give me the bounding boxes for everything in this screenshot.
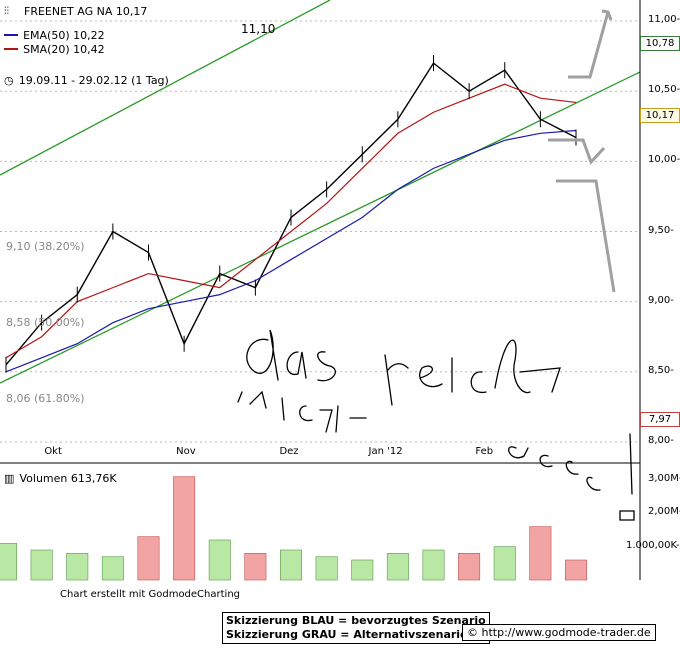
volume-bar bbox=[565, 559, 587, 581]
volume-bar bbox=[351, 559, 374, 581]
app-icon: ⫶⫶ bbox=[4, 6, 9, 17]
price-marker-high-text: 10,78 bbox=[645, 38, 675, 49]
top-mark-label: 11,10 bbox=[241, 22, 276, 36]
handwriting-stroke bbox=[470, 371, 487, 393]
handwriting-stroke bbox=[419, 365, 443, 388]
channel-lower-line bbox=[0, 71, 641, 384]
handwriting-stroke bbox=[619, 510, 635, 521]
sma-line bbox=[5, 83, 577, 359]
handwriting-stroke bbox=[629, 433, 633, 495]
handwriting-stroke bbox=[384, 354, 409, 406]
volume-tick-label: 3,00M- bbox=[648, 473, 680, 484]
volume-bar bbox=[66, 553, 89, 581]
date-range-text: 19.09.11 - 29.02.12 (1 Tag) bbox=[18, 74, 169, 87]
price-tick-label: 8,00- bbox=[648, 434, 674, 446]
channel-upper-line bbox=[0, 0, 331, 176]
projection-mid-path bbox=[548, 138, 606, 165]
handwriting-stroke bbox=[508, 446, 529, 459]
handwriting-stroke bbox=[317, 351, 336, 382]
handwriting-stroke bbox=[519, 367, 561, 393]
fib-382-label: 9,10 (38.20%) bbox=[6, 240, 85, 253]
volume-icon: ▥ bbox=[4, 472, 15, 485]
price-tick-label: 9,00- bbox=[648, 294, 674, 306]
chart-title: FREENET AG NA 10,17 bbox=[24, 5, 148, 18]
price-marker-low-text: 7,97 bbox=[648, 414, 672, 425]
volume-bar bbox=[315, 556, 338, 581]
price-tick-label: 8,50- bbox=[648, 364, 674, 376]
projection-up-arrowhead bbox=[601, 9, 613, 21]
handwriting-stroke bbox=[286, 351, 307, 379]
legend-grey-text: Skizzierung GRAU = Alternativszenario bbox=[226, 628, 468, 641]
legend-blue-text: Skizzierung BLAU = bevorzugtes Szenario bbox=[226, 614, 486, 627]
time-tick-label: Jan '12 bbox=[368, 446, 403, 457]
price-series bbox=[5, 55, 577, 373]
volume-bar bbox=[101, 556, 124, 581]
price-tick-label: 9,50- bbox=[648, 224, 674, 236]
volume-tick-label: 2,00M- bbox=[648, 506, 680, 518]
chart-credit: Chart erstellt mit GodmodeCharting bbox=[60, 589, 240, 600]
volume-label: Volumen 613,76K bbox=[19, 472, 117, 485]
price-marker-high: 10,78 bbox=[640, 36, 680, 51]
ema-label: EMA(50) 10,22 bbox=[23, 29, 105, 42]
handwriting-annotation bbox=[237, 329, 635, 521]
sma-legend: SMA(20) 10,42 bbox=[4, 38, 105, 57]
handwriting-stroke bbox=[246, 329, 279, 381]
time-tick-label: Nov bbox=[176, 446, 196, 457]
volume-bars bbox=[0, 476, 587, 581]
fib-500-label: 8,58 (50.00%) bbox=[6, 316, 85, 329]
handwriting-stroke bbox=[565, 460, 579, 475]
price-tick-label: 10,50- bbox=[648, 84, 680, 96]
ema-legend: EMA(50) 10,22 bbox=[4, 24, 105, 43]
volume-bar bbox=[244, 553, 267, 581]
volume-bar bbox=[386, 553, 409, 581]
handwriting-stroke bbox=[494, 339, 531, 394]
handwriting-stroke bbox=[281, 397, 313, 422]
time-tick-label: Dez bbox=[279, 446, 299, 457]
handwriting-stroke bbox=[586, 476, 601, 491]
ema-line bbox=[5, 129, 577, 373]
sma-label: SMA(20) 10,42 bbox=[23, 43, 105, 56]
price-marker-last-text: 10,17 bbox=[645, 110, 675, 121]
volume-bar bbox=[208, 539, 231, 581]
volume-tick-label: 1.000,00K- bbox=[626, 539, 680, 551]
volume-legend: ▥ Volumen 613,76K bbox=[4, 467, 117, 486]
price-marker-last: 10,17 bbox=[640, 108, 680, 123]
volume-bar bbox=[529, 526, 552, 581]
price-grid bbox=[0, 20, 640, 443]
handwriting-stroke bbox=[539, 454, 553, 468]
website-link[interactable]: © http://www.godmode-trader.de bbox=[462, 624, 656, 641]
price-tick-label: 11,00- bbox=[648, 14, 680, 26]
volume-bar bbox=[30, 549, 53, 581]
time-tick-label: Okt bbox=[44, 446, 62, 457]
volume-bar bbox=[422, 549, 445, 581]
volume-bar bbox=[173, 476, 196, 581]
ema-swatch bbox=[4, 33, 18, 36]
volume-bar bbox=[280, 549, 302, 581]
volume-bar bbox=[0, 543, 17, 581]
fib-618-label: 8,06 (61.80%) bbox=[6, 392, 85, 405]
handwriting-stroke bbox=[319, 405, 367, 433]
handwriting-stroke bbox=[237, 390, 267, 409]
price-tick-label: 10,00- bbox=[648, 154, 680, 166]
scenario-projection bbox=[548, 9, 616, 293]
projection-down-path bbox=[556, 179, 616, 293]
time-tick-label: Feb bbox=[475, 446, 494, 457]
projection-up-path bbox=[568, 11, 610, 79]
volume-bar bbox=[458, 553, 481, 581]
date-range: ◷ 19.09.11 - 29.02.12 (1 Tag) bbox=[4, 69, 169, 88]
sma-swatch bbox=[4, 47, 18, 50]
price-marker-low: 7,97 bbox=[640, 412, 680, 427]
clock-icon: ◷ bbox=[4, 74, 14, 87]
trend-channel bbox=[0, 0, 641, 384]
volume-bar bbox=[137, 536, 160, 581]
scenario-legend: Skizzierung BLAU = bevorzugtes Szenario … bbox=[222, 612, 490, 644]
volume-bar bbox=[493, 546, 516, 581]
